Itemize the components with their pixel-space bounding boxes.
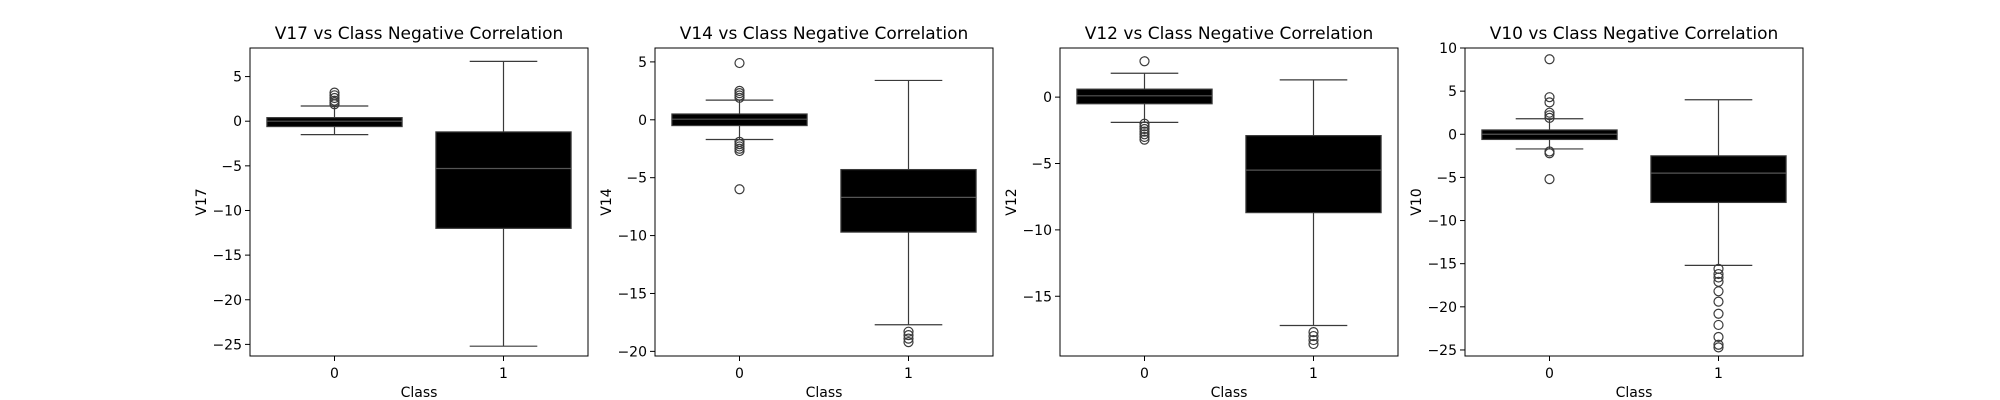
chart-3-outlier-point [1713, 319, 1724, 331]
chart-3-outlier-point [1544, 174, 1555, 185]
chart-1-xlabel: Class [806, 385, 843, 400]
chart-3-ylabel: V10 [1409, 188, 1425, 215]
chart-3-outlier-point [1544, 107, 1555, 118]
chart-3-ytick-label: −20 [1427, 300, 1457, 316]
chart-0-box-0 [266, 117, 403, 128]
chart-2-outlier-point [1308, 330, 1319, 342]
chart-0-outlier-point [329, 87, 340, 98]
chart-1-ylabel: V14 [599, 188, 615, 215]
chart-0-outlier-point [329, 92, 340, 104]
chart-1-outlier-point [903, 337, 914, 348]
chart-1-outlier-point [734, 57, 745, 69]
chart-2-xlabel: Class [1211, 385, 1248, 400]
chart-0-ytick-label: 5 [233, 70, 242, 86]
chart-2-outlier-point [1139, 126, 1150, 137]
chart-2-outlier-point [1139, 123, 1150, 135]
chart-2-outlier-point [1139, 129, 1150, 140]
chart-3-xtick-label: 1 [1714, 366, 1723, 382]
chart-0-xtick-label: 0 [330, 366, 339, 382]
chart-2-xtick-label: 1 [1309, 366, 1318, 382]
chart-1-outlier-point [903, 333, 914, 344]
chart-3-outlier-point [1544, 110, 1555, 121]
chart-2-outlier-point [1139, 121, 1150, 132]
chart-1-ytick-label: −5 [626, 171, 647, 187]
chart-2-ylabel: V12 [1004, 188, 1020, 215]
chart-3-title: V10 vs Class Negative Correlation [1490, 24, 1779, 44]
chart-2-ytick-label: −5 [1031, 157, 1052, 173]
chart-1-outlier-point [734, 145, 745, 157]
chart-2-outlier-point [1139, 134, 1150, 145]
chart-2-outlier-point [1139, 131, 1150, 143]
chart-2-outlier-point [1139, 118, 1150, 129]
chart-2-outlier-point [1308, 338, 1319, 350]
chart-3-outlier-point [1713, 339, 1724, 350]
chart-1-outlier-point [903, 330, 914, 341]
chart-3-xlabel: Class [1616, 385, 1653, 400]
chart-0-ytick-label: 0 [233, 114, 242, 130]
chart-1-ytick-label: −10 [617, 229, 647, 245]
chart-2-box-0 [1076, 88, 1213, 105]
chart-0-ytick-label: −10 [212, 203, 242, 219]
chart-2-ytick-label: −15 [1022, 289, 1052, 305]
chart-0-outlier-point [329, 95, 340, 106]
chart-2-ytick-label: 0 [1043, 90, 1052, 106]
chart-3-outlier-point [1713, 272, 1724, 283]
chart-2-ytick-label: −10 [1022, 223, 1052, 239]
chart-0-ylabel: V17 [194, 188, 210, 215]
chart-1-ytick-label: −15 [617, 286, 647, 302]
chart-3-xtick-label: 0 [1545, 366, 1554, 382]
chart-3-ytick-label: −15 [1427, 257, 1457, 273]
chart-1-ytick-label: 5 [638, 55, 647, 71]
chart-0-title: V17 vs Class Negative Correlation [275, 24, 564, 44]
chart-3-ytick-label: −5 [1436, 170, 1457, 186]
chart-3-ytick-label: −10 [1427, 214, 1457, 230]
chart-3-outlier-point [1713, 331, 1724, 343]
chart-3-ytick-label: 5 [1448, 84, 1457, 100]
chart-3-outlier-point [1713, 296, 1724, 307]
chart-3-outlier-point [1544, 97, 1555, 108]
chart-0-xtick-label: 1 [499, 366, 508, 382]
chart-1-xtick-label: 1 [904, 366, 913, 382]
chart-3-box-1 [1650, 155, 1787, 204]
chart-1-outlier-point [734, 184, 745, 195]
chart-2-outlier-point [1139, 56, 1150, 67]
chart-1-outlier-point [903, 326, 914, 337]
chart-2-outlier-point [1308, 334, 1319, 346]
chart-1-xtick-label: 0 [735, 366, 744, 382]
chart-2-title: V12 vs Class Negative Correlation [1085, 24, 1374, 44]
chart-3-ytick-label: −25 [1427, 343, 1457, 359]
chart-2-xtick-label: 0 [1140, 366, 1149, 382]
chart-3-outlier-point [1713, 342, 1724, 353]
chart-1-box-1 [840, 168, 977, 233]
chart-3-ytick-label: 0 [1448, 127, 1457, 143]
chart-0-outlier-point [329, 90, 340, 101]
chart-1-title: V14 vs Class Negative Correlation [680, 24, 969, 44]
chart-3-plot-frame [1464, 47, 1804, 357]
chart-0-ytick-label: −20 [212, 293, 242, 309]
chart-1-plot-frame [654, 47, 994, 357]
chart-3-outlier-point [1544, 148, 1555, 159]
chart-1-ytick-label: −20 [617, 344, 647, 360]
chart-2-plot-frame [1059, 47, 1399, 357]
chart-3-outlier-point [1544, 54, 1555, 65]
chart-3-ytick-label: 10 [1439, 41, 1457, 57]
chart-0-ytick-label: −5 [221, 159, 242, 175]
chart-3-outlier-point [1544, 112, 1555, 123]
chart-2-box-1 [1245, 135, 1382, 214]
chart-0-box-1 [435, 131, 572, 229]
chart-3-outlier-point [1713, 268, 1724, 280]
chart-3-outlier-point [1544, 92, 1555, 103]
chart-0-ytick-label: −25 [212, 337, 242, 353]
chart-0-xlabel: Class [401, 385, 438, 400]
chart-0-plot-frame [249, 47, 589, 357]
chart-1-ytick-label: 0 [638, 113, 647, 129]
chart-2-outlier-point [1308, 327, 1319, 338]
chart-0-ytick-label: −15 [212, 248, 242, 264]
chart-1-outlier-point [734, 85, 745, 96]
chart-3-outlier-point [1713, 286, 1724, 297]
chart-3-outlier-point [1713, 308, 1724, 319]
